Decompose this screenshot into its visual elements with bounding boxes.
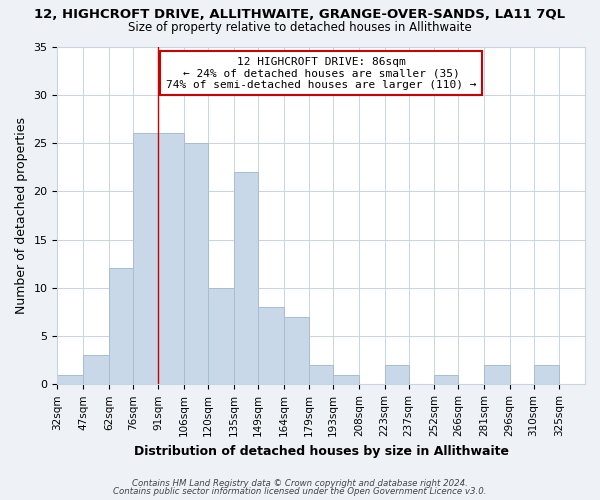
Bar xyxy=(133,134,158,384)
Bar xyxy=(533,365,559,384)
Text: Size of property relative to detached houses in Allithwaite: Size of property relative to detached ho… xyxy=(128,22,472,35)
Bar xyxy=(234,172,258,384)
Bar xyxy=(309,365,333,384)
Text: Contains public sector information licensed under the Open Government Licence v3: Contains public sector information licen… xyxy=(113,487,487,496)
Bar xyxy=(434,374,458,384)
Bar xyxy=(83,356,109,384)
Bar xyxy=(184,143,208,384)
Text: Contains HM Land Registry data © Crown copyright and database right 2024.: Contains HM Land Registry data © Crown c… xyxy=(132,478,468,488)
Bar xyxy=(385,365,409,384)
Bar xyxy=(284,317,309,384)
Text: 12 HIGHCROFT DRIVE: 86sqm
← 24% of detached houses are smaller (35)
74% of semi-: 12 HIGHCROFT DRIVE: 86sqm ← 24% of detac… xyxy=(166,56,476,90)
Bar xyxy=(258,307,284,384)
Bar xyxy=(109,268,133,384)
Bar xyxy=(208,288,234,384)
Text: 12, HIGHCROFT DRIVE, ALLITHWAITE, GRANGE-OVER-SANDS, LA11 7QL: 12, HIGHCROFT DRIVE, ALLITHWAITE, GRANGE… xyxy=(34,8,566,20)
Bar xyxy=(158,134,184,384)
Bar xyxy=(333,374,359,384)
Y-axis label: Number of detached properties: Number of detached properties xyxy=(15,117,28,314)
Bar xyxy=(484,365,509,384)
Bar xyxy=(58,374,83,384)
X-axis label: Distribution of detached houses by size in Allithwaite: Distribution of detached houses by size … xyxy=(134,444,509,458)
